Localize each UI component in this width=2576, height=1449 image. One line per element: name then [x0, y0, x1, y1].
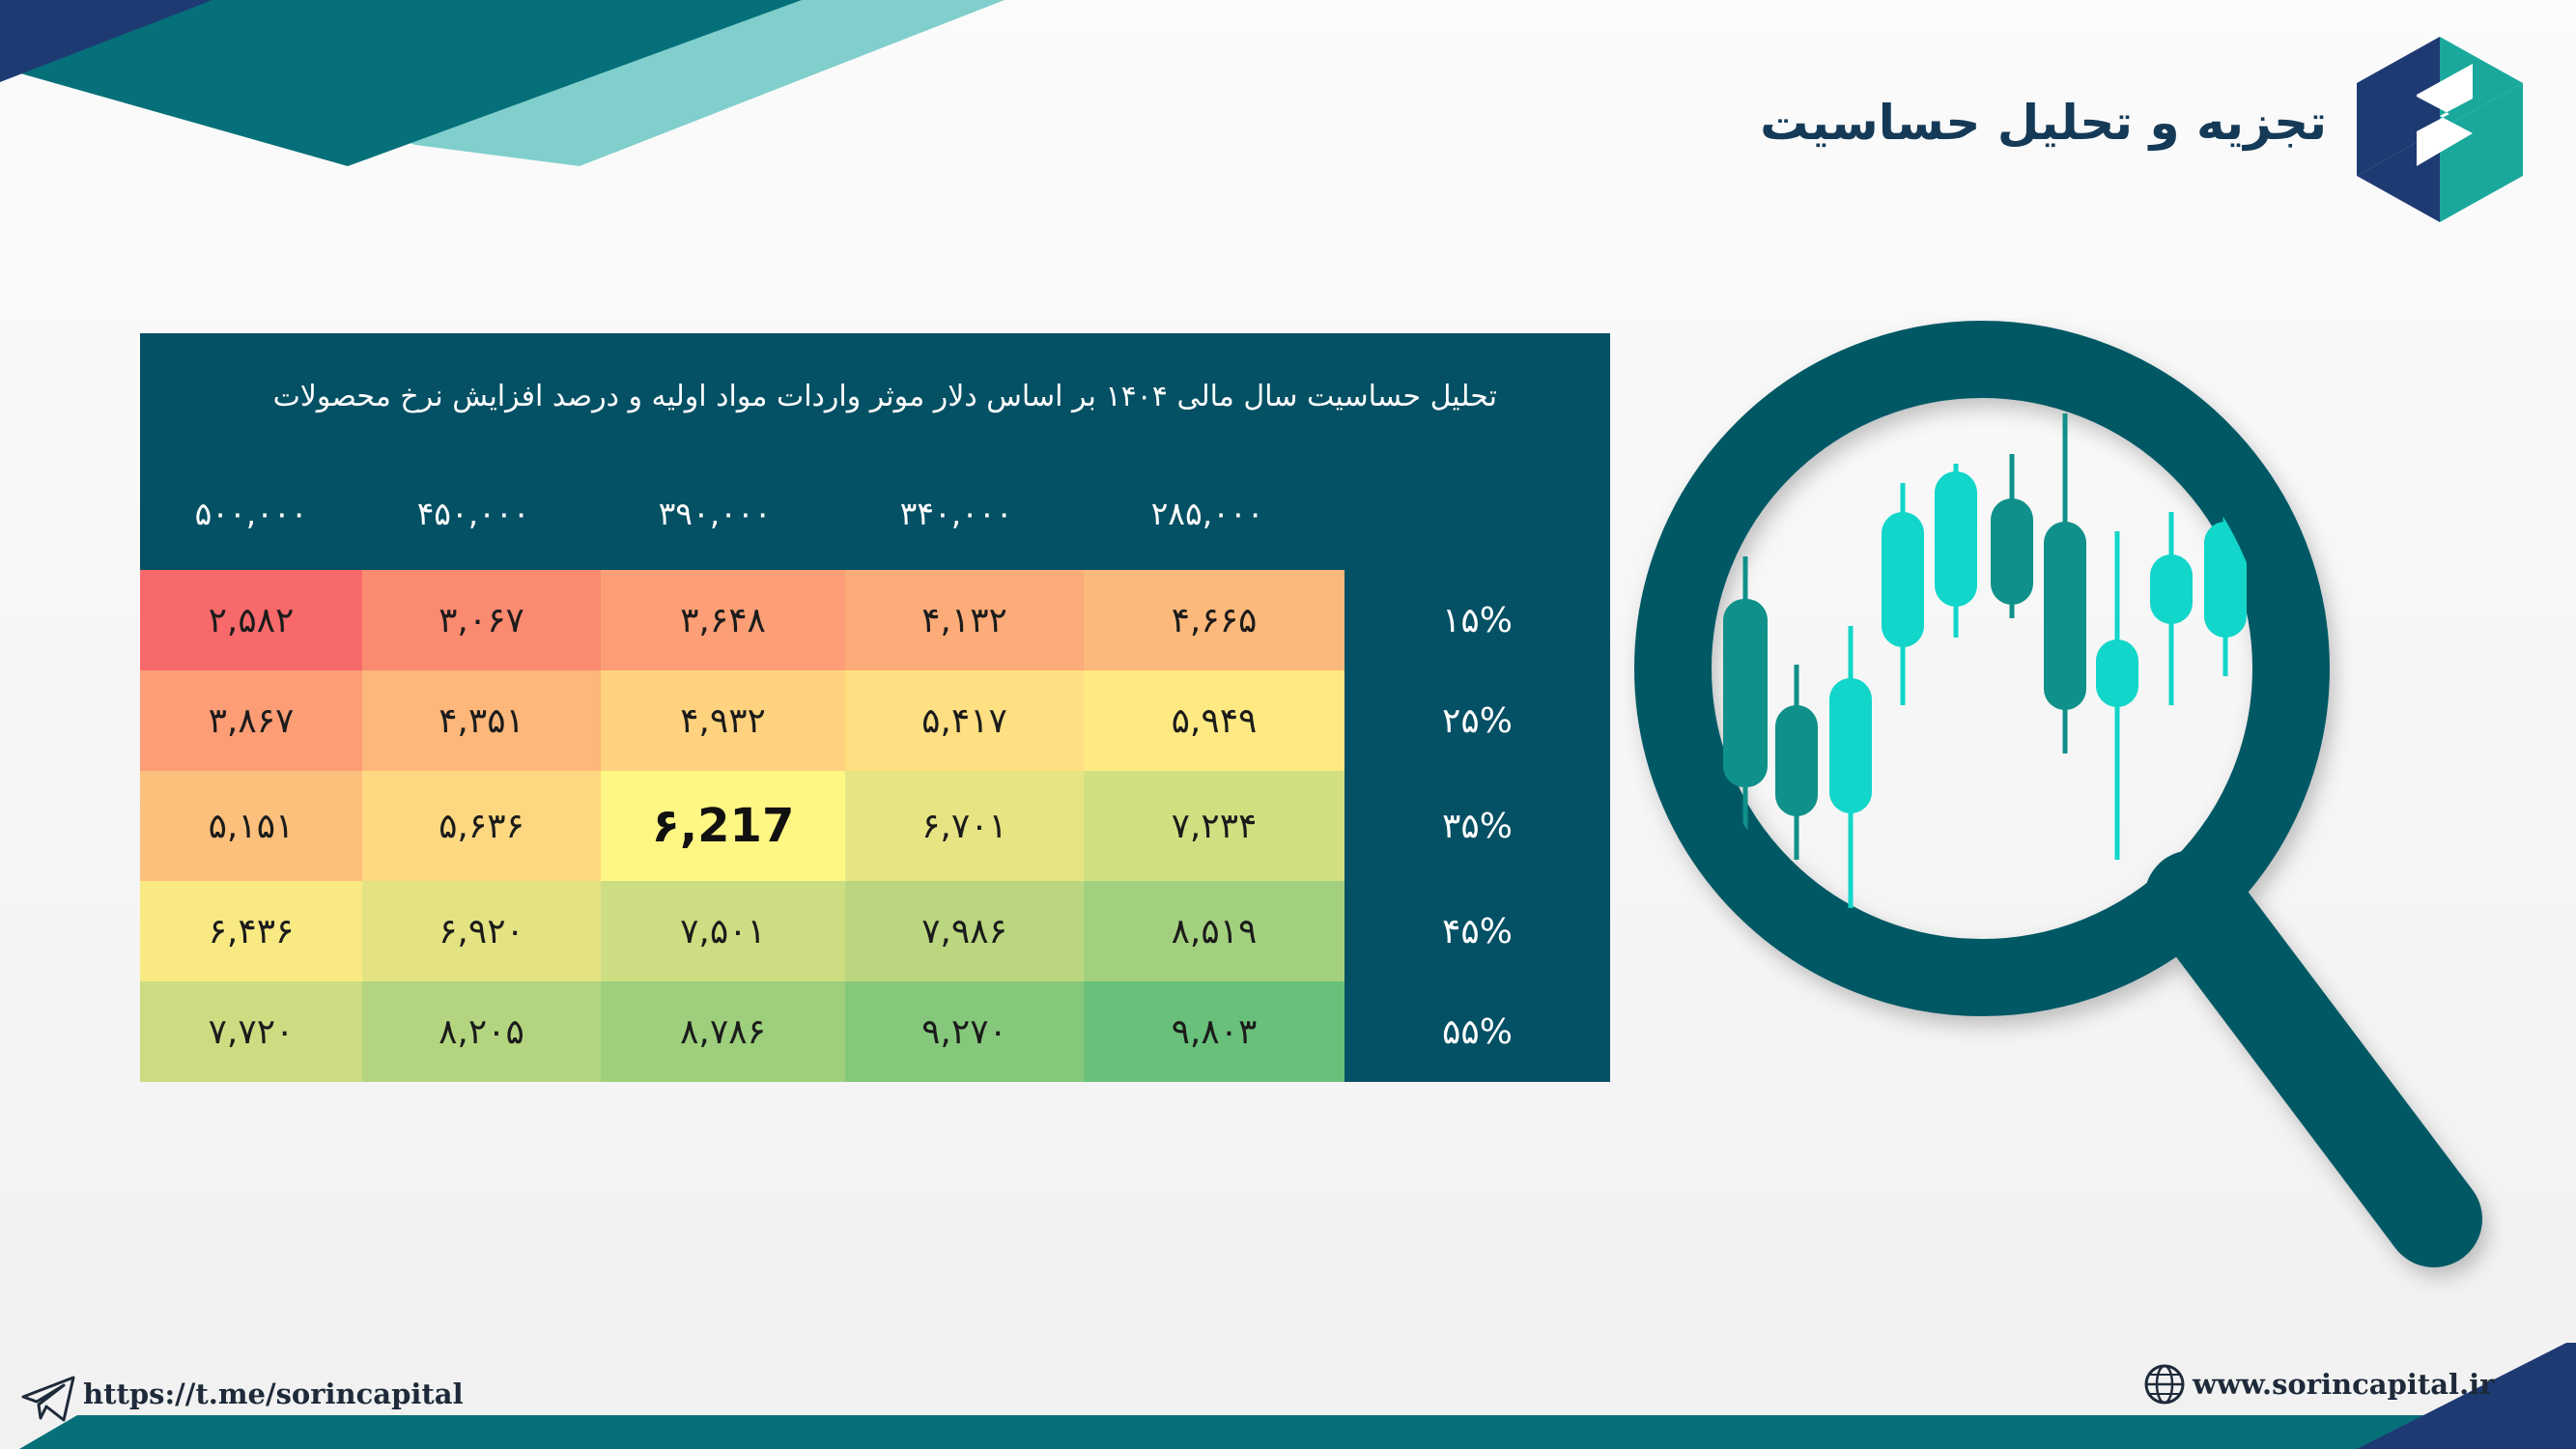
table-cell: ۸,۲۰۵ — [362, 981, 601, 1082]
table-cell: ۵,۴۱۷ — [845, 670, 1084, 771]
row-header: ۳۵% — [1442, 806, 1513, 846]
table-cell: ۵,۹۴۹ — [1084, 670, 1345, 771]
table-cell: ۵,۶۳۶ — [362, 771, 601, 881]
table-cell: ۷,۵۰۱ — [601, 881, 845, 981]
table-cell: ۶,۴۳۶ — [140, 881, 362, 981]
table-cell: ۶,۹۲۰ — [362, 881, 601, 981]
sorin-capital-logo — [2357, 37, 2523, 222]
column-header: ۴۵۰,۰۰۰ — [416, 495, 530, 532]
table-cell: ۹,۸۰۳ — [1084, 981, 1345, 1082]
table-cell: ۸,۵۱۹ — [1084, 881, 1345, 981]
header-decoration — [0, 0, 1005, 166]
table-cell: ۷,۹۸۶ — [845, 881, 1084, 981]
row-header: ۱۵% — [1442, 600, 1513, 640]
telegram-link[interactable]: https://t.me/sorincapital — [83, 1378, 464, 1410]
row-header: ۴۵% — [1442, 911, 1513, 952]
table-cell: ۴,۱۳۲ — [845, 570, 1084, 670]
table-cell: ۵,۱۵۱ — [140, 771, 362, 881]
column-header: ۵۰۰,۰۰۰ — [194, 495, 308, 532]
table-cell: ۸,۷۸۶ — [601, 981, 845, 1082]
table-subtitle: تحلیل حساسیت سال مالی ۱۴۰۴ بر اساس دلار … — [272, 380, 1497, 413]
globe-icon — [2144, 1364, 2185, 1405]
table-cell: ۳,۸۶۷ — [140, 670, 362, 771]
row-header: ۲۵% — [1442, 700, 1513, 741]
highlighted-cell: ۶,217 — [601, 771, 845, 881]
magnifying-glass-candlestick-illustration — [1634, 321, 2482, 1267]
column-header: ۳۹۰,۰۰۰ — [658, 495, 772, 532]
table-cell: ۶,۷۰۱ — [845, 771, 1084, 881]
table-cell: ۳,۶۴۸ — [601, 570, 845, 670]
telegram-plane-icon — [21, 1376, 75, 1422]
website-link[interactable]: www.sorincapital.ir — [2193, 1368, 2495, 1401]
row-header: ۵۵% — [1442, 1011, 1513, 1052]
column-header: ۲۸۵,۰۰۰ — [1150, 495, 1264, 532]
table-cell: ۳,۰۶۷ — [362, 570, 601, 670]
table-cell: ۹,۲۷۰ — [845, 981, 1084, 1082]
table-cell: ۷,۷۲۰ — [140, 981, 362, 1082]
table-cell: ۴,۹۳۲ — [601, 670, 845, 771]
table-cell: ۴,۶۶۵ — [1084, 570, 1345, 670]
table-cell: ۴,۳۵۱ — [362, 670, 601, 771]
page-title: تجزیه و تحلیل حساسیت — [1760, 95, 2327, 151]
footer-decoration — [19, 1343, 2576, 1449]
table-cell: ۲,۵۸۲ — [140, 570, 362, 670]
table-cell: ۷,۲۳۴ — [1084, 771, 1345, 881]
column-header: ۳۴۰,۰۰۰ — [899, 495, 1013, 532]
